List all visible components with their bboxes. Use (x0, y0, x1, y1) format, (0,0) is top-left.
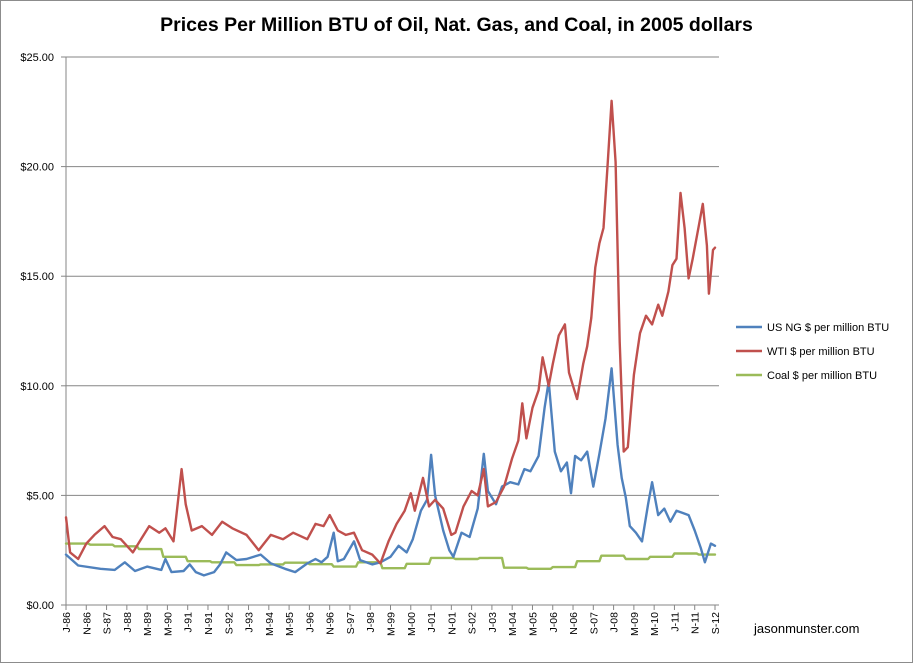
x-tick-label: S-87 (102, 612, 114, 634)
x-tick-labels: J-86 N-86 S-87 J-88 M-89 M-90 J-91 N-91 S-92 J-93… (61, 605, 722, 636)
chart-title: Prices Per Million BTU of Oil, Nat. Gas,… (160, 14, 753, 36)
series-line (64, 99, 717, 565)
x-tick-label: J-86 (61, 612, 73, 633)
x-tick-label: S-12 (710, 612, 722, 634)
x-tick-label: M-99 (386, 612, 398, 636)
x-tick-label: M-90 (162, 612, 174, 636)
axes (65, 57, 719, 606)
watermark-text: jasonmunster.com (754, 621, 860, 636)
y-tick-label: $25.00 (20, 52, 54, 64)
x-tick-label: J-08 (609, 612, 621, 633)
x-tick-label: M-05 (527, 612, 539, 636)
x-tick-label: J-91 (183, 612, 195, 633)
x-tick-label: N-06 (568, 612, 580, 635)
x-tick-label: M-04 (507, 612, 519, 636)
x-tick-label: M-95 (284, 612, 296, 636)
x-tick-label: N-11 (690, 612, 702, 634)
y-tick-label: $15.00 (20, 271, 54, 283)
x-tick-label: J-88 (122, 612, 134, 633)
y-tick-labels: $0.00 $5.00 $10.00 $15.00 $20.00 $25.00 (20, 52, 66, 612)
legend-label: WTI $ per million BTU (767, 346, 875, 358)
x-tick-label: N-96 (325, 612, 337, 635)
x-tick-label: N-91 (203, 612, 215, 635)
x-tick-label: M-09 (629, 612, 641, 636)
y-tick-label: $20.00 (20, 162, 54, 174)
x-tick-label: J-93 (244, 612, 256, 633)
x-tick-label: S-92 (223, 612, 235, 634)
x-tick-label: N-86 (81, 612, 93, 635)
legend-label: Coal $ per million BTU (767, 370, 877, 382)
x-tick-label: S-02 (467, 612, 479, 634)
x-tick-label: J-11 (669, 612, 681, 632)
legend-label: US NG $ per million BTU (767, 322, 889, 334)
gridlines (66, 56, 719, 496)
x-tick-label: J-06 (548, 612, 560, 633)
x-tick-label: M-10 (649, 612, 661, 636)
x-tick-label: J-96 (304, 612, 316, 633)
series-line (64, 542, 717, 570)
x-tick-label: J-98 (365, 612, 377, 633)
series-lines (64, 99, 717, 577)
x-tick-label: J-03 (487, 612, 499, 633)
x-tick-label: M-94 (264, 612, 276, 636)
x-tick-label: S-97 (345, 612, 357, 634)
x-tick-label: M-00 (406, 612, 418, 636)
y-tick-label: $10.00 (20, 381, 54, 393)
y-tick-label: $0.00 (26, 600, 54, 612)
series-line (64, 367, 717, 577)
y-tick-label: $5.00 (26, 490, 54, 502)
x-tick-label: S-07 (588, 612, 600, 634)
x-tick-label: N-01 (446, 612, 458, 635)
x-tick-label: M-89 (142, 612, 154, 636)
x-tick-label: J-01 (426, 612, 438, 633)
legend: US NG $ per million BTU WTI $ per million… (736, 322, 889, 382)
